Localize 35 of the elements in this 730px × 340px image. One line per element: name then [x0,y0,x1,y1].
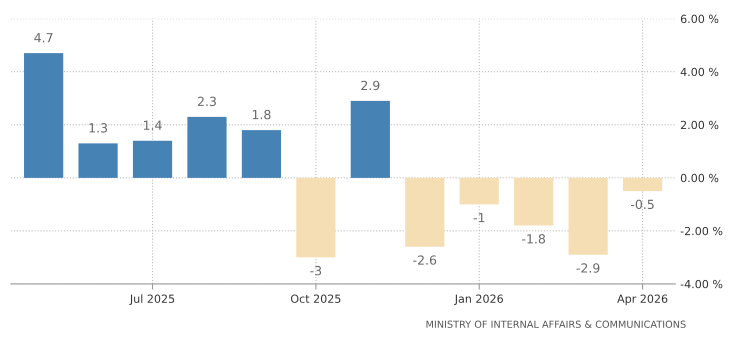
data-label: -1 [474,213,484,222]
bar [514,178,554,226]
data-label: -0.5 [630,200,654,210]
bar [622,178,662,192]
bar [242,130,282,178]
y-tick-label: -4.00 % [680,280,722,288]
data-label: -2.6 [413,255,436,265]
y-tick-label: 4.00 % [680,68,718,76]
data-label: 1.3 [90,123,108,133]
data-label: 2.3 [198,96,216,106]
data-label: -1.8 [522,234,546,244]
data-label: 2.9 [361,80,380,90]
x-tick-label: Apr 2026 [617,294,668,306]
data-label: 4.7 [34,33,52,42]
bar [132,140,172,178]
data-label: 1.8 [252,110,271,120]
bar [350,100,390,178]
bar [568,178,608,255]
y-tick-label: 0.00 % [680,174,718,182]
x-tick-label: Oct 2025 [290,294,340,303]
bar [78,143,118,178]
y-tick-label: -2.00 % [680,226,722,236]
bar [187,116,227,178]
data-label: 1.4 [144,120,162,130]
bar [296,178,336,258]
text: MINISTRY OF INTERNAL AFFAIRS & COMMUNICATIONS [426,320,686,328]
bar [460,178,499,204]
bar [405,178,444,247]
x-tick-label: Jan 2026 [454,294,503,305]
y-tick-label: 6.00 % [680,14,718,24]
y-tick-label: 2.00 % [680,120,718,130]
bar [24,53,64,178]
x-tick-label: Jul 2025 [129,294,174,305]
data-label: -2.9 [576,263,600,273]
data-label: -3 [310,266,322,276]
